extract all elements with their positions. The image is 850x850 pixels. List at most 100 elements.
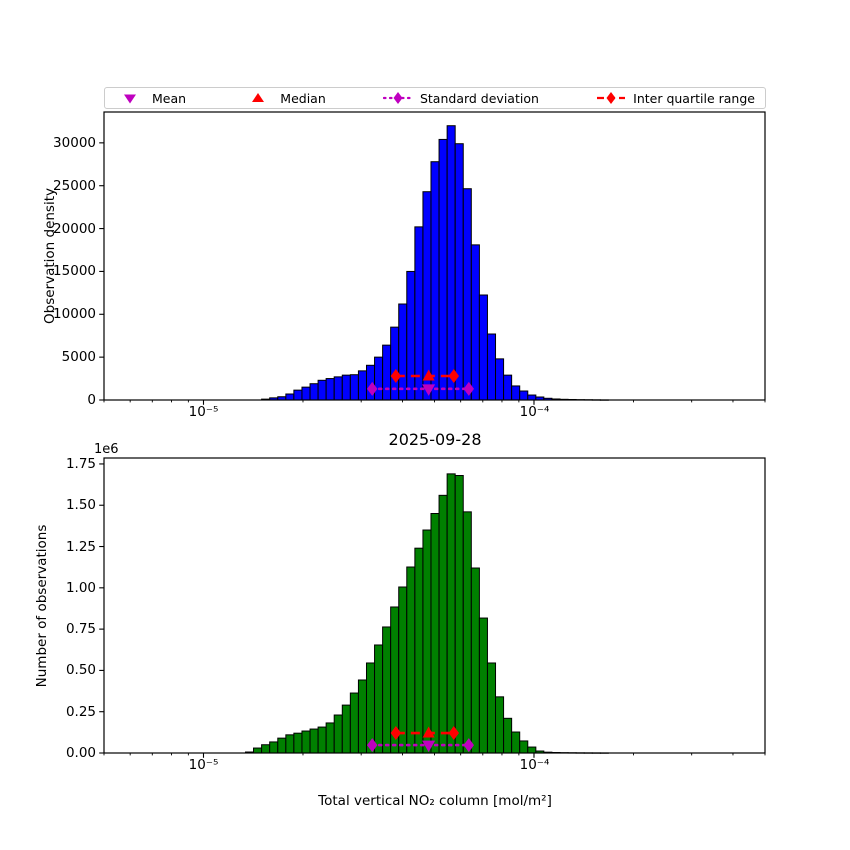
legend-label-iqr: Inter quartile range (633, 90, 755, 106)
hist-bar (414, 547, 424, 754)
median-marker (422, 726, 435, 738)
bottom-x-tick-1e-5: 10⁻⁵ (188, 757, 219, 773)
hist-bar (325, 722, 335, 754)
bottom-x-tick-1e-4: 10⁻⁴ (519, 757, 550, 773)
q1-marker (390, 369, 402, 383)
median-marker-icon (243, 90, 273, 106)
hist-bar (503, 374, 513, 401)
hist-bar (382, 344, 392, 401)
observation-density-histogram (99, 111, 766, 405)
q3-marker (448, 369, 460, 383)
hist-bar (454, 475, 464, 754)
observation-count-histogram (99, 457, 766, 758)
hist-bar (527, 394, 537, 401)
axes-spine (103, 457, 766, 754)
iqr-marker-icon (596, 90, 626, 106)
hist-bar (406, 270, 416, 401)
hist-bar (519, 390, 529, 401)
y-tick-label: 5000 (61, 349, 96, 366)
hist-bar (277, 737, 287, 754)
hist-bar (333, 714, 343, 754)
hist-bar (357, 370, 367, 401)
legend-entry-median: Median (243, 90, 326, 106)
y-tick-label: 1.50 (65, 497, 96, 514)
top-x-tick-1e-5: 10⁻⁵ (188, 404, 219, 420)
hist-bar (374, 356, 384, 401)
hist-bar (317, 379, 327, 401)
y-tick-label: 10000 (53, 306, 96, 323)
hist-bar (398, 586, 408, 754)
y-tick-label: 30000 (53, 134, 96, 151)
hist-bar (309, 383, 319, 401)
legend: Mean Median Standard deviation Inter qua… (104, 87, 766, 109)
y-axis-offset-label: 1e6 (94, 442, 119, 457)
y-tick-label: 15000 (53, 263, 96, 280)
x-axis-label: Total vertical NO₂ column [mol/m²] (318, 793, 552, 809)
hist-bar (365, 662, 376, 754)
hist-bar (438, 494, 448, 754)
hist-bar (382, 626, 392, 754)
hist-bar (333, 376, 343, 401)
y-tick-label: 1.00 (65, 579, 96, 596)
hist-bar (309, 728, 319, 754)
median-marker (422, 369, 435, 381)
hist-bar (422, 191, 432, 401)
hist-bar (511, 731, 521, 754)
hist-bar (317, 726, 327, 754)
hist-bar (495, 696, 505, 754)
hist-bar (357, 679, 367, 754)
hist-bar (511, 385, 521, 401)
hist-bar (349, 374, 359, 401)
mean-marker-icon (115, 90, 145, 106)
hist-bar (374, 644, 384, 754)
hist-bar (365, 364, 376, 401)
std-high-marker (463, 381, 475, 396)
hist-bar (325, 378, 335, 401)
hist-bar (414, 226, 424, 401)
hist-bar (495, 358, 505, 401)
hist-bar (406, 566, 416, 754)
hist-bar (438, 138, 448, 401)
hist-bar (519, 740, 529, 754)
y-tick-label: 0.25 (65, 703, 96, 720)
q3-marker (448, 726, 460, 741)
y-tick-label: 1.75 (65, 455, 96, 472)
axes-spine (103, 111, 766, 401)
hist-bar (430, 513, 440, 754)
hist-bar (462, 188, 472, 401)
legend-label-median: Median (280, 90, 326, 106)
hist-bar (349, 692, 359, 754)
hist-bar (285, 734, 295, 754)
hist-bar (527, 746, 537, 754)
legend-label-std: Standard deviation (419, 90, 539, 106)
hist-bar (253, 747, 263, 754)
legend-entry-std: Standard deviation (382, 90, 539, 106)
top-y-axis-label: Observation density (42, 188, 58, 324)
hist-bar (301, 730, 311, 754)
hist-bar (478, 294, 488, 401)
hist-bar (341, 704, 351, 754)
hist-bar (462, 511, 472, 754)
hist-bar (269, 741, 279, 754)
hist-bar (285, 393, 295, 401)
y-tick-label: 0.75 (65, 621, 96, 638)
std-high-marker (463, 738, 475, 753)
hist-bar (301, 386, 311, 401)
top-x-tick-1e-4: 10⁻⁴ (519, 404, 550, 420)
legend-entry-mean: Mean (115, 90, 186, 106)
hist-bar (398, 303, 408, 401)
q1-marker (390, 726, 402, 741)
std-low-marker (367, 738, 378, 753)
hist-bar (478, 617, 488, 754)
legend-entry-iqr: Inter quartile range (596, 90, 755, 106)
hist-bar (503, 717, 513, 754)
y-tick-label: 0.00 (65, 745, 96, 761)
mean-marker (422, 384, 436, 396)
hist-bar (446, 473, 456, 754)
legend-label-mean: Mean (152, 90, 187, 106)
hist-bar (454, 143, 464, 401)
y-tick-label: 0.50 (65, 662, 96, 679)
hist-bar (470, 244, 480, 401)
